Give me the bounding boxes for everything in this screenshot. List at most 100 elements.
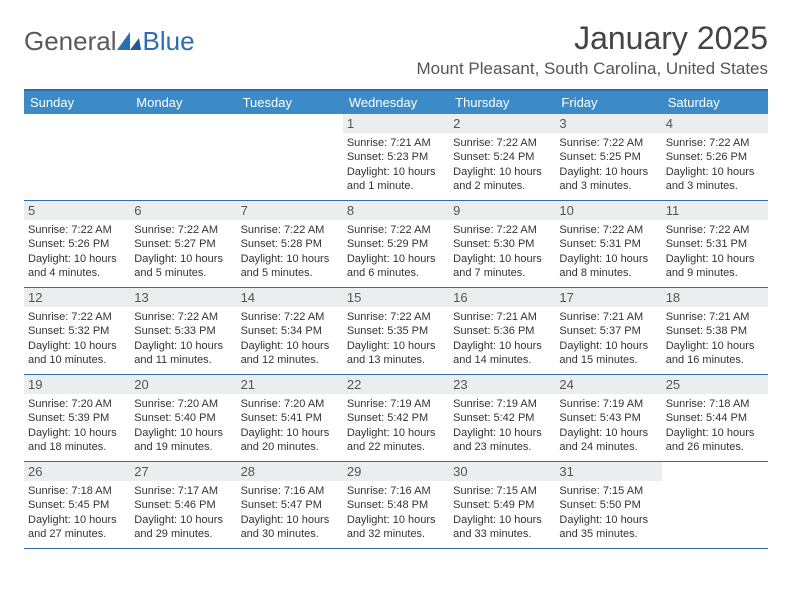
daylight-line: Daylight: 10 hours and 6 minutes. (347, 252, 445, 281)
day-number: 6 (130, 201, 236, 220)
day-number: 28 (237, 462, 343, 481)
sunrise-line: Sunrise: 7:15 AM (559, 484, 657, 498)
sunset-line: Sunset: 5:35 PM (347, 324, 445, 338)
calendar-cell (130, 114, 236, 200)
calendar-week: 26Sunrise: 7:18 AMSunset: 5:45 PMDayligh… (24, 462, 768, 549)
daylight-line: Daylight: 10 hours and 24 minutes. (559, 426, 657, 455)
sunset-line: Sunset: 5:43 PM (559, 411, 657, 425)
daylight-line: Daylight: 10 hours and 30 minutes. (241, 513, 339, 542)
calendar-cell: 16Sunrise: 7:21 AMSunset: 5:36 PMDayligh… (449, 288, 555, 374)
day-number: 13 (130, 288, 236, 307)
sunrise-line: Sunrise: 7:21 AM (666, 310, 764, 324)
day-number: 31 (555, 462, 661, 481)
calendar-cell: 29Sunrise: 7:16 AMSunset: 5:48 PMDayligh… (343, 462, 449, 548)
sunrise-line: Sunrise: 7:20 AM (241, 397, 339, 411)
calendar-cell: 30Sunrise: 7:15 AMSunset: 5:49 PMDayligh… (449, 462, 555, 548)
sunrise-line: Sunrise: 7:22 AM (666, 136, 764, 150)
sunset-line: Sunset: 5:42 PM (347, 411, 445, 425)
calendar-header-cell: Tuesday (237, 91, 343, 114)
sunrise-line: Sunrise: 7:22 AM (347, 310, 445, 324)
brand-blue: Blue (143, 26, 195, 57)
sunset-line: Sunset: 5:47 PM (241, 498, 339, 512)
sunrise-line: Sunrise: 7:19 AM (453, 397, 551, 411)
daylight-line: Daylight: 10 hours and 2 minutes. (453, 165, 551, 194)
sunset-line: Sunset: 5:48 PM (347, 498, 445, 512)
sunset-line: Sunset: 5:49 PM (453, 498, 551, 512)
location-text: Mount Pleasant, South Carolina, United S… (416, 59, 768, 79)
daylight-line: Daylight: 10 hours and 13 minutes. (347, 339, 445, 368)
daylight-line: Daylight: 10 hours and 27 minutes. (28, 513, 126, 542)
day-number: 27 (130, 462, 236, 481)
sunset-line: Sunset: 5:46 PM (134, 498, 232, 512)
calendar-header-cell: Monday (130, 91, 236, 114)
sunrise-line: Sunrise: 7:19 AM (347, 397, 445, 411)
daylight-line: Daylight: 10 hours and 5 minutes. (241, 252, 339, 281)
calendar-cell: 1Sunrise: 7:21 AMSunset: 5:23 PMDaylight… (343, 114, 449, 200)
sunset-line: Sunset: 5:28 PM (241, 237, 339, 251)
sunset-line: Sunset: 5:34 PM (241, 324, 339, 338)
brand-general: General (24, 26, 117, 57)
calendar-cell: 5Sunrise: 7:22 AMSunset: 5:26 PMDaylight… (24, 201, 130, 287)
calendar-header-cell: Wednesday (343, 91, 449, 114)
daylight-line: Daylight: 10 hours and 26 minutes. (666, 426, 764, 455)
sunset-line: Sunset: 5:37 PM (559, 324, 657, 338)
sunset-line: Sunset: 5:50 PM (559, 498, 657, 512)
sunrise-line: Sunrise: 7:20 AM (28, 397, 126, 411)
calendar-body: 1Sunrise: 7:21 AMSunset: 5:23 PMDaylight… (24, 114, 768, 549)
header: General Blue January 2025 Mount Pleasant… (24, 20, 768, 79)
calendar-cell: 22Sunrise: 7:19 AMSunset: 5:42 PMDayligh… (343, 375, 449, 461)
calendar-header-cell: Friday (555, 91, 661, 114)
sunrise-line: Sunrise: 7:15 AM (453, 484, 551, 498)
page-title: January 2025 (416, 20, 768, 57)
day-number: 7 (237, 201, 343, 220)
calendar-week: 1Sunrise: 7:21 AMSunset: 5:23 PMDaylight… (24, 114, 768, 201)
sunrise-line: Sunrise: 7:22 AM (28, 223, 126, 237)
sunrise-line: Sunrise: 7:21 AM (453, 310, 551, 324)
sunset-line: Sunset: 5:31 PM (666, 237, 764, 251)
daylight-line: Daylight: 10 hours and 14 minutes. (453, 339, 551, 368)
sunset-line: Sunset: 5:44 PM (666, 411, 764, 425)
calendar-cell: 8 Sunrise: 7:22 AMSunset: 5:29 PMDaylight… (343, 201, 449, 287)
daylight-line: Daylight: 10 hours and 19 minutes. (134, 426, 232, 455)
calendar-cell: 4Sunrise: 7:22 AMSunset: 5:26 PMDaylight… (662, 114, 768, 200)
calendar-cell: 6Sunrise: 7:22 AMSunset: 5:27 PMDaylight… (130, 201, 236, 287)
day-number: 29 (343, 462, 449, 481)
calendar-cell: 2Sunrise: 7:22 AMSunset: 5:24 PMDaylight… (449, 114, 555, 200)
daylight-line: Daylight: 10 hours and 9 minutes. (666, 252, 764, 281)
calendar: SundayMondayTuesdayWednesdayThursdayFrid… (24, 89, 768, 549)
daylight-line: Daylight: 10 hours and 33 minutes. (453, 513, 551, 542)
calendar-cell: 12Sunrise: 7:22 AMSunset: 5:32 PMDayligh… (24, 288, 130, 374)
day-number: 22 (343, 375, 449, 394)
day-number: 10 (555, 201, 661, 220)
sunset-line: Sunset: 5:27 PM (134, 237, 232, 251)
daylight-line: Daylight: 10 hours and 18 minutes. (28, 426, 126, 455)
sunrise-line: Sunrise: 7:22 AM (347, 223, 445, 237)
calendar-cell: 10Sunrise: 7:22 AMSunset: 5:31 PMDayligh… (555, 201, 661, 287)
sunset-line: Sunset: 5:38 PM (666, 324, 764, 338)
calendar-header-cell: Sunday (24, 91, 130, 114)
daylight-line: Daylight: 10 hours and 20 minutes. (241, 426, 339, 455)
day-number: 8 (343, 201, 449, 220)
sunrise-line: Sunrise: 7:21 AM (347, 136, 445, 150)
sunset-line: Sunset: 5:29 PM (347, 237, 445, 251)
daylight-line: Daylight: 10 hours and 3 minutes. (666, 165, 764, 194)
sunrise-line: Sunrise: 7:22 AM (559, 223, 657, 237)
day-number: 1 (343, 114, 449, 133)
calendar-cell: 9Sunrise: 7:22 AMSunset: 5:30 PMDaylight… (449, 201, 555, 287)
calendar-cell: 14Sunrise: 7:22 AMSunset: 5:34 PMDayligh… (237, 288, 343, 374)
day-number: 21 (237, 375, 343, 394)
sunrise-line: Sunrise: 7:22 AM (28, 310, 126, 324)
calendar-cell: 7Sunrise: 7:22 AMSunset: 5:28 PMDaylight… (237, 201, 343, 287)
calendar-week: 12Sunrise: 7:22 AMSunset: 5:32 PMDayligh… (24, 288, 768, 375)
calendar-week: 5Sunrise: 7:22 AMSunset: 5:26 PMDaylight… (24, 201, 768, 288)
calendar-cell: 17Sunrise: 7:21 AMSunset: 5:37 PMDayligh… (555, 288, 661, 374)
sunrise-line: Sunrise: 7:19 AM (559, 397, 657, 411)
calendar-cell: 27Sunrise: 7:17 AMSunset: 5:46 PMDayligh… (130, 462, 236, 548)
day-number: 3 (555, 114, 661, 133)
daylight-line: Daylight: 10 hours and 16 minutes. (666, 339, 764, 368)
calendar-header-row: SundayMondayTuesdayWednesdayThursdayFrid… (24, 91, 768, 114)
calendar-cell: 18Sunrise: 7:21 AMSunset: 5:38 PMDayligh… (662, 288, 768, 374)
sunset-line: Sunset: 5:24 PM (453, 150, 551, 164)
sunset-line: Sunset: 5:36 PM (453, 324, 551, 338)
sunset-line: Sunset: 5:30 PM (453, 237, 551, 251)
